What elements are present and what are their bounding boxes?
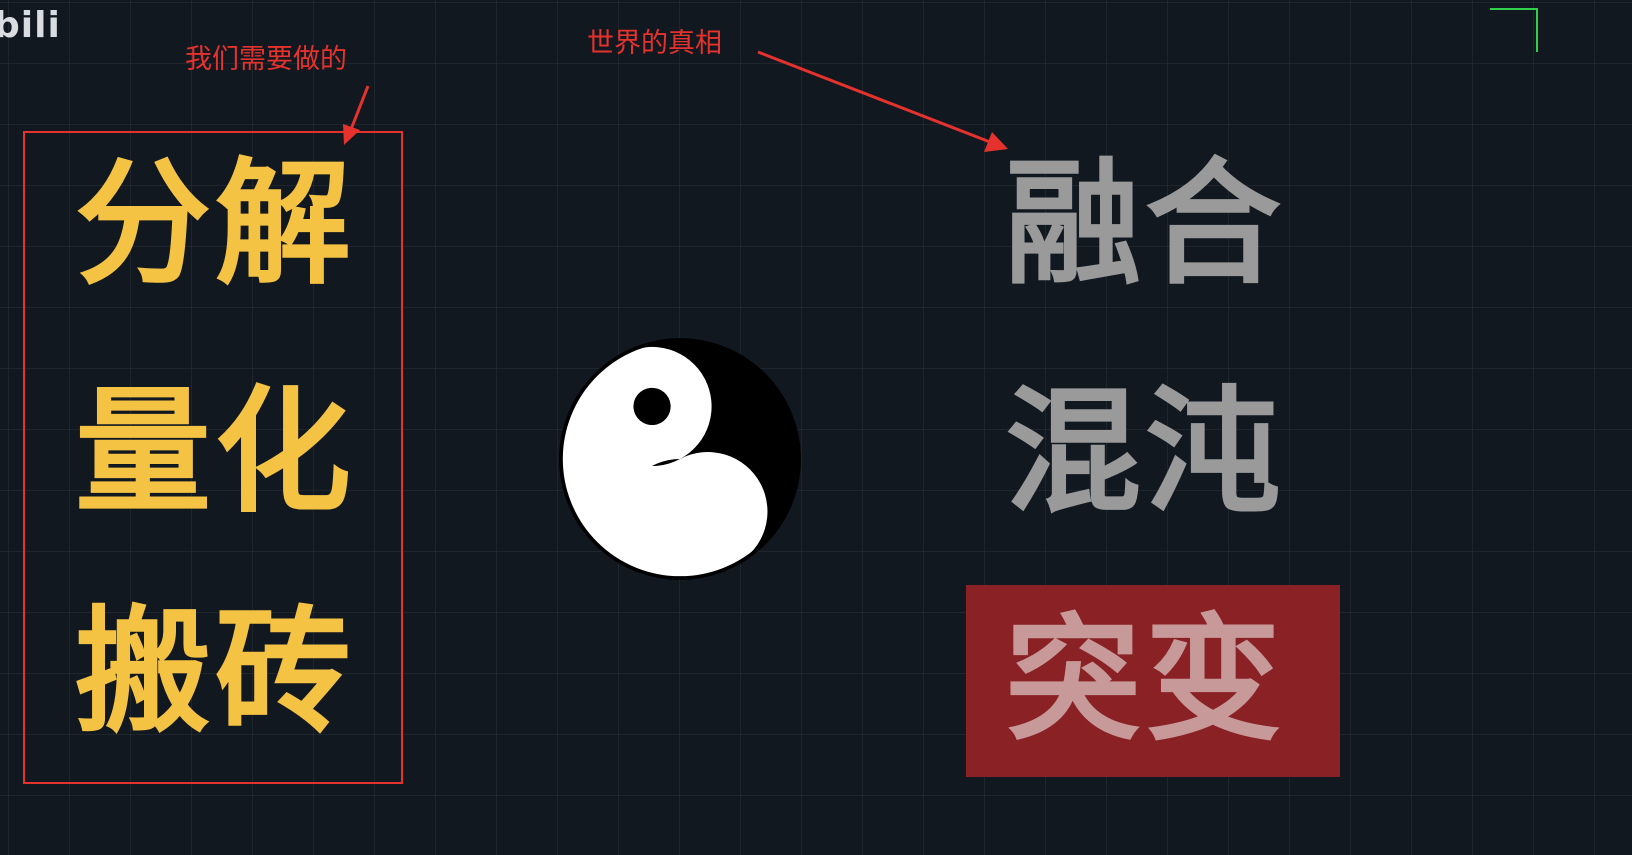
annotation-what-we-need-to-do: 我们需要做的: [185, 44, 347, 75]
mutation-highlight-panel: [966, 585, 1340, 777]
word-fusion: 融合: [1005, 146, 1285, 304]
word-mutation: 突变: [1005, 602, 1285, 760]
arrow-to-right-words: [757, 50, 1008, 152]
word-brick-moving: 搬砖: [75, 594, 355, 752]
annotation-truth-of-world: 世界的真相: [587, 28, 722, 59]
word-decompose: 分解: [75, 146, 355, 304]
logo-text: bili: [0, 5, 61, 46]
word-chaos: 混沌: [1005, 374, 1285, 532]
yin-yang-icon: [559, 338, 801, 580]
bilibili-logo: bili: [0, 6, 61, 46]
corner-bracket-mark: [1490, 8, 1538, 52]
left-column-highlight-box: [23, 131, 403, 784]
word-quantify: 量化: [75, 374, 355, 532]
